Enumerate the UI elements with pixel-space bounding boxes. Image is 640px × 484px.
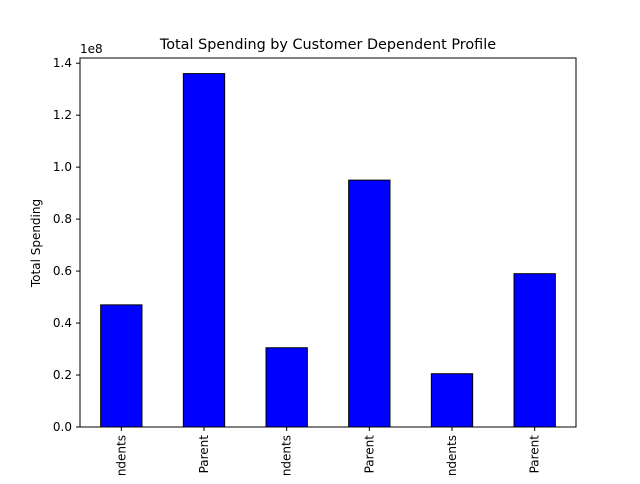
bar-6 xyxy=(513,273,556,428)
bar-2 xyxy=(182,73,226,428)
x-tick-label: ndents xyxy=(114,435,128,476)
bar-5 xyxy=(430,373,474,428)
y-tick-label: 0.6 xyxy=(53,264,72,278)
x-tick-label: ndents xyxy=(445,435,459,476)
bars-group xyxy=(100,73,556,428)
y-tick-label: 1.0 xyxy=(53,160,72,174)
x-ticks-group: ndents Parent ndents Parent ndents Parent xyxy=(114,427,542,476)
bar-4 xyxy=(348,179,391,428)
y-tick-label: 0.0 xyxy=(53,420,72,434)
y-axis-label: Total Spending xyxy=(29,199,43,288)
y-offset-label: 1e8 xyxy=(80,42,103,56)
x-tick-label: Parent xyxy=(528,435,542,474)
y-tick-label: 0.8 xyxy=(53,212,72,226)
plot-frame xyxy=(79,57,577,428)
bar-1 xyxy=(100,304,143,428)
y-ticks-group: 0.0 0.2 0.4 0.6 0.8 1.0 1.2 1.4 xyxy=(53,56,80,434)
x-tick-label: Parent xyxy=(362,435,376,474)
y-tick-label: 1.4 xyxy=(53,56,72,70)
x-tick-label: ndents xyxy=(280,435,294,476)
bar-3 xyxy=(265,347,308,428)
y-tick-label: 1.2 xyxy=(53,108,72,122)
y-tick-label: 0.2 xyxy=(53,368,72,382)
y-tick-label: 0.4 xyxy=(53,316,72,330)
x-tick-label: Parent xyxy=(197,435,211,474)
chart-title: Total Spending by Customer Dependent Pro… xyxy=(159,37,496,53)
